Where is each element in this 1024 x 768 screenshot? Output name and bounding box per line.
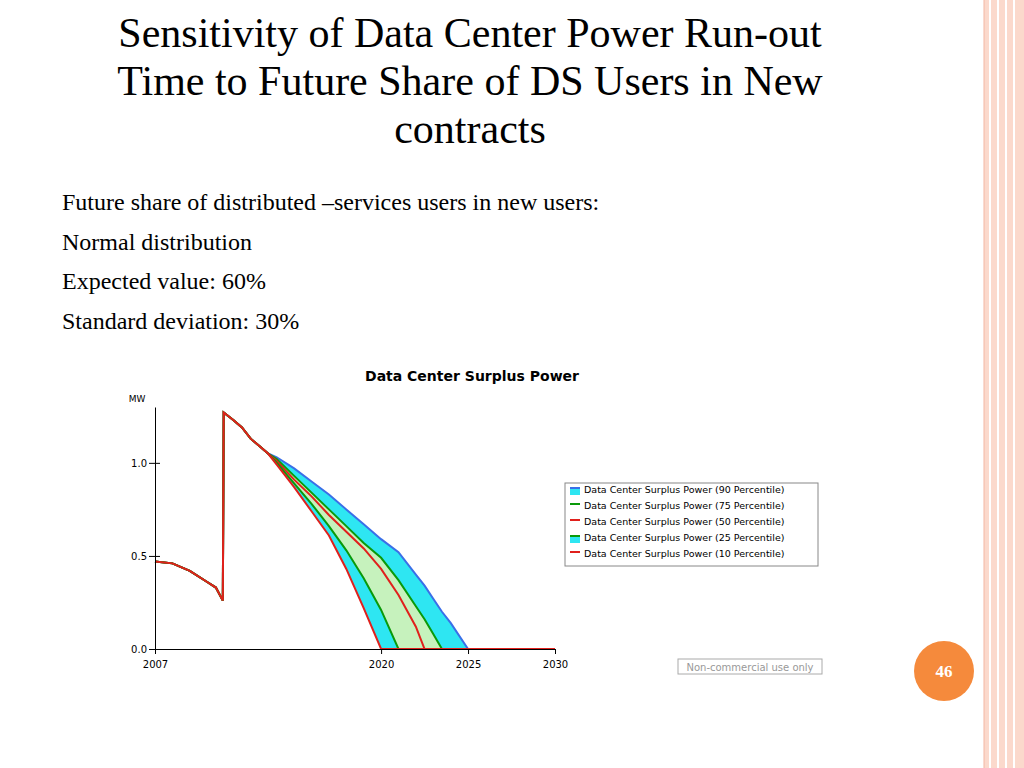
page-number: 46 — [914, 641, 974, 701]
y-axis-line — [155, 408, 156, 650]
border-stripe — [984, 0, 985, 768]
watermark: Non-commercial use only — [678, 659, 822, 674]
text-line: Future share of distributed –services us… — [62, 189, 599, 215]
border-band — [984, 0, 1024, 768]
x-tick-label: 2025 — [456, 659, 481, 670]
title-line: Time to Future Share of DS Users in New — [117, 58, 823, 104]
legend-label: Data Center Surplus Power (90 Percentile… — [584, 484, 784, 495]
chart: Data Center Surplus PowerMW2007202020252… — [129, 368, 818, 670]
y-axis: 0.0 0.5 1.0 — [131, 408, 160, 655]
y-tick-mark — [149, 556, 160, 557]
legend-swatch — [570, 551, 580, 553]
y-tick: 0.5 — [131, 551, 160, 562]
legend-label: Data Center Surplus Power (25 Percentile… — [584, 532, 784, 543]
y-tick-mark — [149, 463, 160, 464]
watermark-box — [678, 659, 822, 674]
y-tick-label: 1.0 — [131, 458, 147, 469]
slide-title: Sensitivity of Data Center Power Run-out… — [117, 10, 823, 152]
x-tick: 2025 — [456, 649, 481, 670]
slide-border — [984, 0, 1024, 768]
x-tick-mark — [468, 649, 469, 654]
x-axis-line — [156, 649, 556, 650]
title-line: contracts — [394, 106, 546, 152]
series-line — [155, 413, 555, 649]
series-line — [155, 413, 555, 649]
y-tick-label: 0.0 — [131, 644, 147, 655]
page-number-text: 46 — [936, 662, 953, 681]
x-tick-mark — [381, 649, 382, 654]
legend: Data Center Surplus Power (90 Percentile… — [565, 483, 818, 566]
legend-swatch-fill — [570, 536, 580, 543]
band — [155, 413, 555, 649]
x-axis: 2007 2020 2025 2030 — [143, 649, 568, 670]
legend-label: Data Center Surplus Power (50 Percentile… — [584, 516, 784, 527]
slide-text: Future share of distributed –services us… — [62, 189, 599, 334]
border-stripe — [997, 0, 999, 768]
border-stripe — [1013, 0, 1015, 768]
y-tick: 0.0 — [131, 644, 160, 655]
x-tick: 2030 — [543, 649, 568, 670]
legend-label: Data Center Surplus Power (75 Percentile… — [584, 500, 784, 511]
text-line: Normal distribution — [62, 229, 252, 255]
legend-box — [565, 483, 818, 566]
series-line — [155, 413, 555, 649]
x-tick-label: 2020 — [369, 659, 394, 670]
title-line: Sensitivity of Data Center Power Run-out — [118, 10, 822, 56]
x-tick-label: 2007 — [143, 659, 168, 670]
legend-swatch — [570, 503, 580, 505]
watermark-text: Non-commercial use only — [686, 662, 813, 673]
band — [155, 413, 555, 649]
legend-swatch — [570, 487, 580, 489]
y-tick-mark — [149, 649, 160, 650]
text-line: Expected value: 60% — [62, 268, 266, 294]
legend-swatch — [570, 535, 580, 537]
band — [155, 413, 555, 649]
x-tick-mark — [555, 649, 556, 654]
y-tick-label: 0.5 — [131, 551, 147, 562]
y-tick: 1.0 — [131, 458, 160, 469]
series-line — [155, 413, 555, 649]
plot-area — [155, 413, 555, 649]
text-line: Standard deviation: 30% — [62, 308, 299, 334]
border-stripe — [989, 0, 991, 768]
legend-swatch — [570, 519, 580, 521]
border-stripe — [1005, 0, 1007, 768]
series-line — [155, 413, 555, 649]
legend-label: Data Center Surplus Power (10 Percentile… — [584, 548, 784, 559]
y-axis-label: MW — [129, 394, 146, 404]
chart-title: Data Center Surplus Power — [365, 368, 579, 384]
x-tick: 2020 — [369, 649, 394, 670]
x-tick-label: 2030 — [543, 659, 568, 670]
legend-swatch-fill — [570, 488, 580, 495]
page-number-badge — [914, 641, 974, 701]
band — [155, 413, 555, 649]
slide: Sensitivity of Data Center Power Run-out… — [0, 0, 1024, 768]
